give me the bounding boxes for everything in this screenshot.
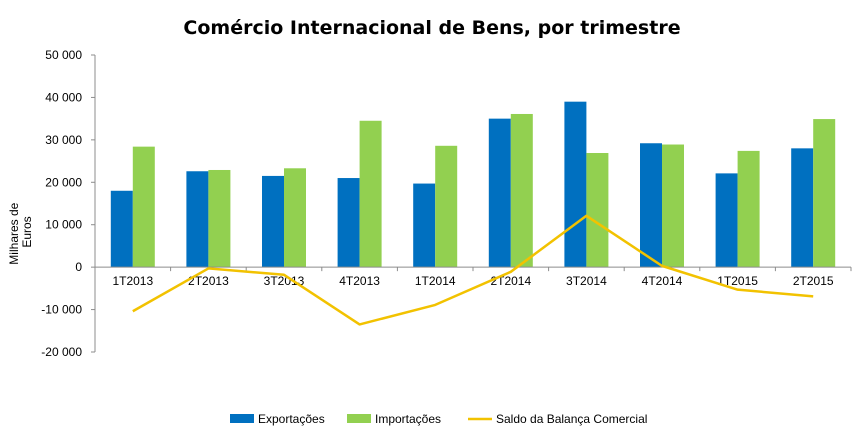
y-tick-label: 50 000 — [45, 48, 82, 62]
y-tick-label: 40 000 — [45, 90, 82, 104]
x-tick-label: 3T2014 — [566, 274, 607, 288]
chart-title: Comércio Internacional de Bens, por trim… — [183, 17, 680, 39]
export-bar-1t2013 — [110, 190, 133, 268]
x-tick-label: 2T2013 — [188, 274, 229, 288]
import-bar-3t2013 — [284, 168, 306, 268]
y-axis-label-line-2: Euros — [20, 216, 34, 247]
legend-swatch-0 — [230, 414, 254, 423]
y-tick-label: 30 000 — [45, 133, 82, 147]
import-bar-1t2014 — [435, 145, 458, 268]
legend-label-1: Importações — [375, 412, 441, 426]
x-tick-label: 4T2014 — [642, 274, 683, 288]
x-axis: 1T2013 2T2013 3T2013 4T2013 1T2014 2T2014 3T20… — [94, 266, 852, 288]
import-bar-1t2013 — [132, 146, 155, 268]
import-bar-2t2013 — [208, 169, 231, 268]
legend-swatch-1 — [347, 414, 371, 423]
balance-line — [132, 214, 814, 326]
import-bar-2t2015 — [813, 119, 836, 268]
x-tick-label: 2T2015 — [793, 274, 834, 288]
legend: Exportações Importações Saldo da Balança C… — [230, 412, 647, 426]
import-bar-4t2013 — [359, 120, 382, 268]
export-bar-2t2015 — [791, 148, 814, 268]
balance-line-group — [132, 214, 814, 326]
export-bar-2t2013 — [186, 171, 209, 268]
y-tick-label: -10 000 — [41, 303, 82, 317]
x-tick-label: 3T2013 — [264, 274, 305, 288]
legend-label-0: Exportações — [258, 412, 325, 426]
x-tick-label: 4T2013 — [339, 274, 380, 288]
export-bar-3t2014 — [564, 101, 587, 268]
y-axis-label-line-1: Milhares de — [7, 202, 21, 264]
y-tick-label: 20 000 — [45, 175, 82, 189]
bars-group — [110, 101, 836, 268]
import-bar-1t2015 — [737, 150, 760, 268]
export-bar-1t2015 — [715, 173, 738, 268]
import-bar-2t2014 — [510, 113, 533, 268]
x-tick-label: 1T2013 — [112, 274, 153, 288]
export-bar-3t2013 — [262, 175, 284, 268]
export-bar-4t2014 — [640, 143, 662, 268]
y-tick-label: 0 — [75, 260, 82, 274]
x-tick-label: 1T2014 — [415, 274, 456, 288]
y-axis: -20 000 -10 000 0 10 000 20 000 30 000 40 000 5… — [41, 48, 96, 359]
import-bar-3t2014 — [586, 153, 609, 268]
export-bar-2t2014 — [488, 118, 511, 268]
y-tick-label: 10 000 — [45, 218, 82, 232]
x-tick-label: 1T2015 — [717, 274, 758, 288]
legend-label-2: Saldo da Balança Comercial — [496, 412, 647, 426]
import-bar-4t2014 — [662, 144, 684, 268]
export-bar-1t2014 — [413, 183, 436, 268]
x-tick-label: 2T2014 — [490, 274, 531, 288]
y-axis-label: Milhares de Euros — [7, 199, 34, 264]
y-tick-label: -20 000 — [41, 345, 82, 359]
export-bar-4t2013 — [337, 178, 360, 268]
